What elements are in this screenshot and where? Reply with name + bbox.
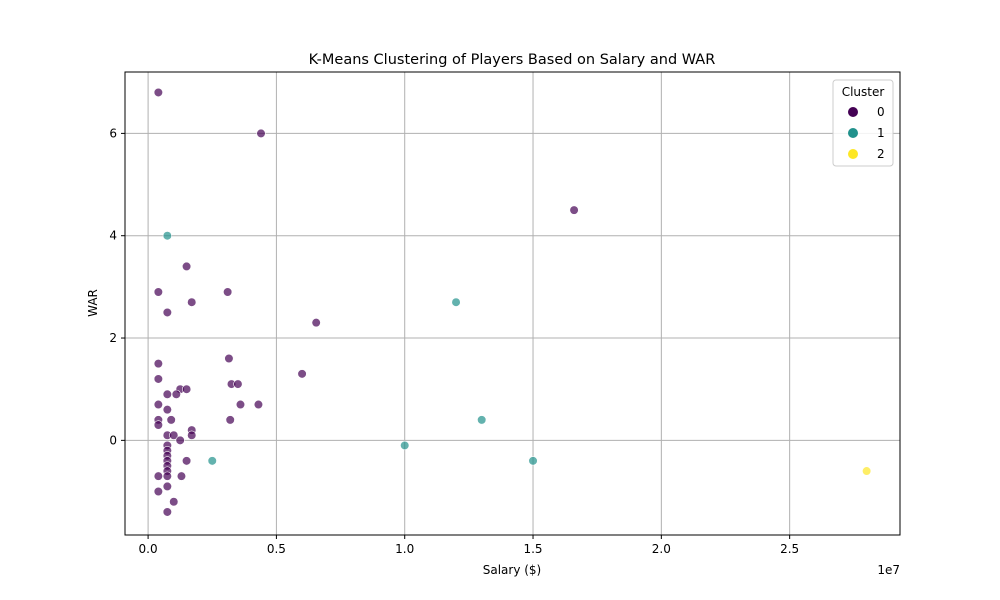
data-point-cluster-0 <box>162 405 172 415</box>
data-point-cluster-0 <box>153 374 163 384</box>
data-point-cluster-0 <box>297 369 307 379</box>
x-tick-label: 2.5 <box>780 542 799 556</box>
legend-title: Cluster <box>842 85 885 99</box>
x-tick-label: 0.0 <box>139 542 158 556</box>
legend-marker-cluster-2 <box>848 149 858 159</box>
x-tick-label: 0.5 <box>267 542 286 556</box>
data-point-cluster-0 <box>569 205 579 215</box>
data-point-cluster-0 <box>162 471 172 481</box>
plot-frame <box>124 71 901 536</box>
data-points <box>153 87 872 517</box>
data-point-cluster-0 <box>153 287 163 297</box>
data-point-cluster-1 <box>207 456 217 466</box>
data-point-cluster-0 <box>162 307 172 318</box>
data-point-cluster-0 <box>162 507 172 517</box>
data-point-cluster-0 <box>233 379 243 389</box>
data-point-cluster-0 <box>181 261 192 272</box>
data-point-cluster-0 <box>166 415 176 425</box>
legend: Cluster 0 1 2 <box>832 79 894 167</box>
legend-label-cluster-1: 1 <box>877 126 885 140</box>
x-tick-label: 2.0 <box>652 542 671 556</box>
legend-marker-cluster-1 <box>848 128 858 138</box>
data-point-cluster-0 <box>181 384 192 394</box>
data-point-cluster-0 <box>256 128 266 138</box>
data-point-cluster-0 <box>187 430 197 440</box>
legend-label-cluster-0: 0 <box>877 105 885 119</box>
data-point-cluster-0 <box>171 389 181 399</box>
data-point-cluster-0 <box>153 87 163 98</box>
y-tick-label: 4 <box>109 229 117 243</box>
data-point-cluster-0 <box>311 318 321 328</box>
data-point-cluster-0 <box>175 435 185 445</box>
data-point-cluster-0 <box>225 415 235 425</box>
data-point-cluster-0 <box>223 287 233 297</box>
data-point-cluster-0 <box>253 399 264 410</box>
data-point-cluster-0 <box>169 430 179 440</box>
data-point-cluster-2 <box>862 466 872 476</box>
legend-box <box>832 79 894 167</box>
x-tick-label: 1.0 <box>395 542 414 556</box>
legend-marker-cluster-0 <box>848 107 858 117</box>
data-point-cluster-0 <box>153 399 163 410</box>
legend-label-cluster-2: 2 <box>877 147 885 161</box>
data-point-cluster-1 <box>451 297 461 307</box>
data-point-cluster-0 <box>153 471 163 481</box>
data-point-cluster-0 <box>169 497 179 507</box>
chart-title: K-Means Clustering of Players Based on S… <box>309 52 716 68</box>
data-point-cluster-1 <box>477 415 487 425</box>
data-point-cluster-1 <box>162 231 172 241</box>
grid <box>125 72 900 535</box>
data-point-cluster-0 <box>153 420 163 430</box>
y-axis-title: WAR <box>86 289 100 317</box>
data-point-cluster-0 <box>153 359 163 369</box>
data-point-cluster-1 <box>528 456 538 466</box>
data-point-cluster-0 <box>153 486 163 497</box>
data-point-cluster-1 <box>400 440 410 451</box>
y-tick-label: 2 <box>109 331 117 345</box>
axis-ticks: 0.0 0.5 1.0 1.5 2.0 2.5 0 2 4 6 <box>109 126 799 556</box>
data-point-cluster-0 <box>181 456 192 466</box>
data-point-cluster-0 <box>162 481 172 491</box>
data-point-cluster-0 <box>176 471 187 481</box>
data-point-cluster-0 <box>224 353 234 364</box>
x-axis-offset-label: 1e7 <box>877 563 900 577</box>
data-point-cluster-0 <box>187 297 197 307</box>
x-axis-title: Salary ($) <box>483 563 542 577</box>
y-tick-label: 6 <box>109 126 117 140</box>
x-tick-label: 1.5 <box>523 542 542 556</box>
data-point-cluster-0 <box>162 389 172 399</box>
data-point-cluster-0 <box>235 399 246 410</box>
y-tick-label: 0 <box>109 433 117 447</box>
